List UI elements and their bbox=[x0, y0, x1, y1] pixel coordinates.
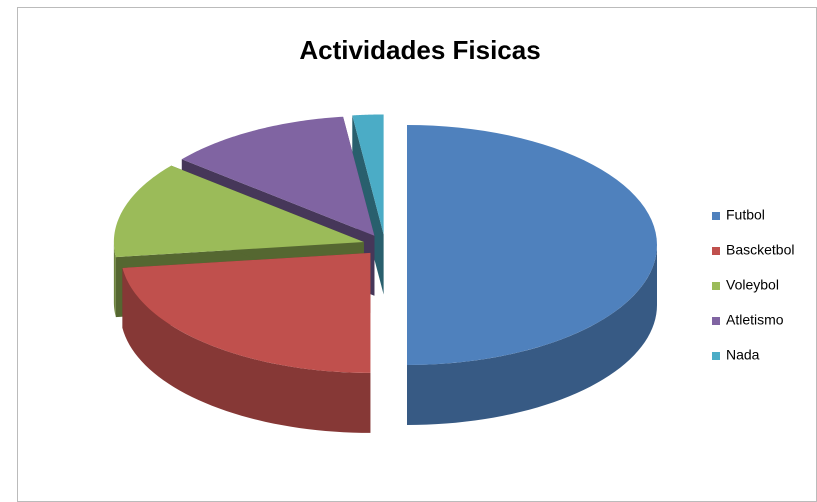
legend-swatch bbox=[712, 212, 720, 220]
legend-label: Atletismo bbox=[726, 312, 784, 328]
legend-label: Voleybol bbox=[726, 277, 779, 293]
slice-top bbox=[407, 125, 657, 365]
slice-side bbox=[352, 115, 384, 295]
slice-top bbox=[113, 165, 364, 258]
legend-swatch bbox=[712, 317, 720, 325]
slice-wall bbox=[113, 242, 116, 318]
slice-top bbox=[181, 116, 375, 236]
pie-slice bbox=[407, 125, 657, 425]
legend-swatch bbox=[712, 247, 720, 255]
slice-wall bbox=[407, 245, 657, 425]
slice-top bbox=[352, 114, 384, 235]
slice-top bbox=[122, 252, 371, 373]
legend-label: Nada bbox=[726, 347, 760, 363]
legend-swatch bbox=[712, 282, 720, 290]
pie-slice bbox=[122, 252, 371, 433]
legend-swatch bbox=[712, 352, 720, 360]
chart-title: Actividades Fisicas bbox=[299, 35, 540, 65]
pie-slice bbox=[352, 114, 384, 295]
slice-wall bbox=[122, 267, 371, 433]
legend-label: Futbol bbox=[726, 207, 765, 223]
legend-label: Bascketbol bbox=[726, 242, 794, 258]
